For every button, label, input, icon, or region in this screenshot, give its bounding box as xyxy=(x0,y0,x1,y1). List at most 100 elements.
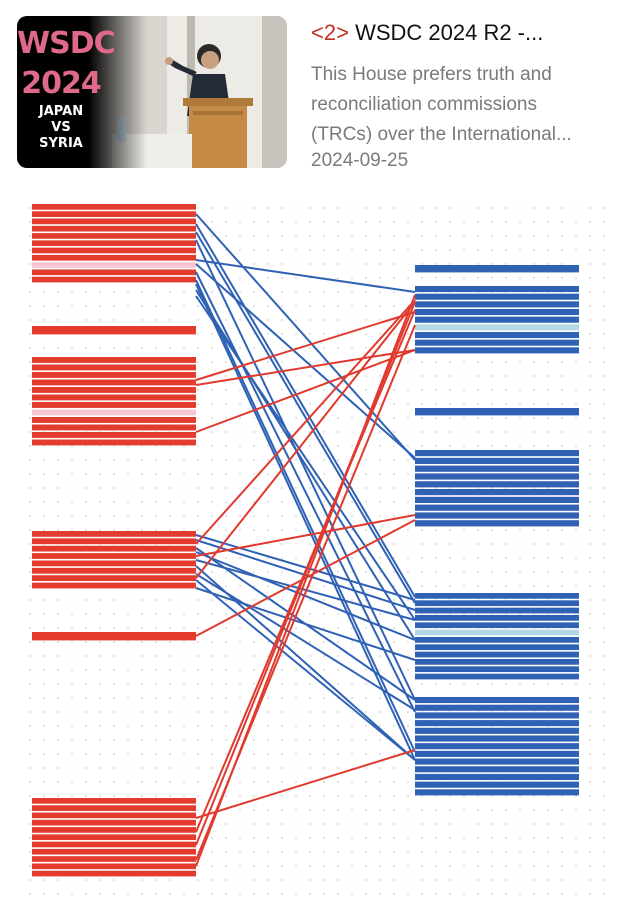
grid-dot xyxy=(211,235,213,237)
grid-dot xyxy=(113,473,115,475)
grid-dot xyxy=(141,641,143,643)
grid-dot xyxy=(85,319,87,321)
grid-dot xyxy=(281,207,283,209)
grid-dot xyxy=(547,445,549,447)
grid-dot xyxy=(155,683,157,685)
grid-dot xyxy=(99,879,101,881)
grid-dot xyxy=(477,823,479,825)
grid-dot xyxy=(239,767,241,769)
grid-dot xyxy=(351,739,353,741)
grid-dot xyxy=(589,753,591,755)
grid-dot xyxy=(295,263,297,265)
right-bar xyxy=(415,673,579,680)
grid-dot xyxy=(295,291,297,293)
grid-dot xyxy=(295,277,297,279)
grid-dot xyxy=(155,599,157,601)
grid-dot xyxy=(449,543,451,545)
grid-dot xyxy=(547,879,549,881)
right-bar xyxy=(415,408,579,416)
grid-dot xyxy=(281,235,283,237)
grid-dot xyxy=(477,529,479,531)
grid-dot xyxy=(337,683,339,685)
grid-dot xyxy=(155,515,157,517)
grid-dot xyxy=(239,627,241,629)
grid-dot xyxy=(183,655,185,657)
grid-dot xyxy=(281,333,283,335)
grid-dot xyxy=(141,445,143,447)
grid-dot xyxy=(169,879,171,881)
grid-dot xyxy=(197,781,199,783)
grid-dot xyxy=(29,361,31,363)
grid-dot xyxy=(519,585,521,587)
grid-dot xyxy=(281,221,283,223)
grid-dot xyxy=(29,557,31,559)
grid-dot xyxy=(99,599,101,601)
grid-dot xyxy=(351,221,353,223)
grid-dot xyxy=(603,893,605,895)
grid-dot xyxy=(603,263,605,265)
grid-dot xyxy=(281,347,283,349)
grid-dot xyxy=(281,851,283,853)
grid-dot xyxy=(519,417,521,419)
grid-dot xyxy=(351,627,353,629)
grid-dot xyxy=(309,613,311,615)
grid-dot xyxy=(225,893,227,895)
grid-dot xyxy=(547,823,549,825)
item-title[interactable]: <2> WSDC 2024 R2 -... xyxy=(311,20,611,46)
grid-dot xyxy=(379,571,381,573)
grid-dot xyxy=(43,627,45,629)
grid-dot xyxy=(127,473,129,475)
grid-dot xyxy=(337,221,339,223)
grid-dot xyxy=(365,389,367,391)
right-bar xyxy=(415,607,579,614)
grid-dot xyxy=(505,249,507,251)
grid-dot xyxy=(589,291,591,293)
grid-dot xyxy=(197,389,199,391)
grid-dot xyxy=(267,767,269,769)
grid-dot xyxy=(211,879,213,881)
grid-dot xyxy=(281,361,283,363)
grid-dot xyxy=(113,613,115,615)
grid-dot xyxy=(477,389,479,391)
grid-dot xyxy=(589,711,591,713)
grid-dot xyxy=(421,851,423,853)
grid-dot xyxy=(197,459,199,461)
grid-dot xyxy=(309,207,311,209)
grid-dot xyxy=(477,865,479,867)
grid-dot xyxy=(309,655,311,657)
grid-dot xyxy=(29,291,31,293)
grid-dot xyxy=(99,445,101,447)
grid-dot xyxy=(379,207,381,209)
grid-dot xyxy=(393,459,395,461)
grid-dot xyxy=(477,403,479,405)
grid-dot xyxy=(29,375,31,377)
grid-dot xyxy=(547,417,549,419)
grid-dot xyxy=(43,613,45,615)
grid-dot xyxy=(141,599,143,601)
grid-dot xyxy=(407,837,409,839)
grid-dot xyxy=(211,333,213,335)
grid-dot xyxy=(351,893,353,895)
grid-dot xyxy=(421,865,423,867)
grid-dot xyxy=(239,809,241,811)
grid-dot xyxy=(141,627,143,629)
grid-dot xyxy=(197,711,199,713)
grid-dot xyxy=(71,795,73,797)
grid-dot xyxy=(379,725,381,727)
grid-dot xyxy=(29,711,31,713)
thumbnail-image[interactable]: WSDC 2024 JAPAN VS SYRIA xyxy=(17,16,287,168)
grid-dot xyxy=(519,207,521,209)
grid-dot xyxy=(323,473,325,475)
left-bar xyxy=(32,276,196,283)
grid-dot xyxy=(253,599,255,601)
left-bar xyxy=(32,632,196,641)
grid-dot xyxy=(29,487,31,489)
grid-dot xyxy=(351,697,353,699)
grid-dot xyxy=(589,739,591,741)
grid-dot xyxy=(435,837,437,839)
thumbnail-title-line: WSDC xyxy=(17,26,116,61)
grid-dot xyxy=(589,795,591,797)
grid-dot xyxy=(519,795,521,797)
grid-dot xyxy=(379,459,381,461)
